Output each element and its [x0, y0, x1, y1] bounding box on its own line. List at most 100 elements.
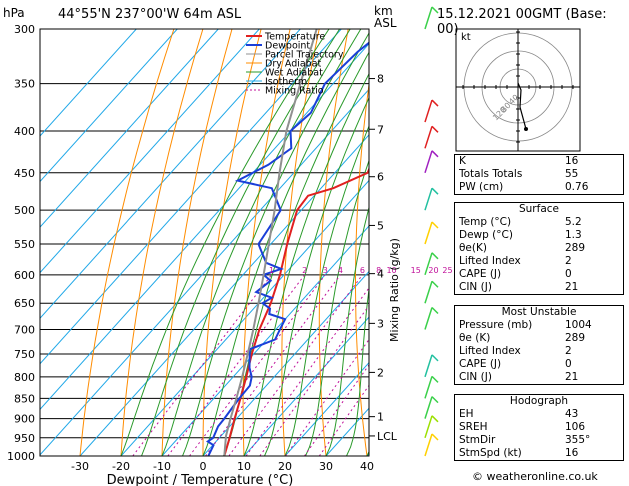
- isotherm-line: [40, 29, 178, 183]
- km-label: 5: [377, 219, 384, 232]
- index-label: θe (K): [459, 332, 491, 344]
- most-unstable-panel: Most Unstable Pressure (mb) 1004 θe (K) 28…: [454, 305, 624, 385]
- km-label: 3: [377, 317, 384, 330]
- mixing-ratio-label: 4: [338, 266, 343, 275]
- surface-row: θe(K) 289: [455, 242, 623, 255]
- temperature-tick-label: 40: [360, 460, 374, 473]
- wet-adiabat-line: [305, 159, 369, 456]
- surface-row: CIN (J) 21: [455, 281, 623, 294]
- wet-adiabat-line: [120, 29, 330, 456]
- index-label: Dewp (°C): [459, 229, 513, 241]
- mixing-ratio-axis-title: Mixing Ratio (g/kg): [388, 238, 401, 342]
- wet-adiabat-line: [264, 96, 369, 456]
- wind-barb: [424, 125, 439, 149]
- pressure-label: 850: [14, 392, 35, 405]
- surface-row: Temp (°C) 5.2: [455, 216, 623, 229]
- index-value: 21: [565, 281, 579, 293]
- wind-barb: [424, 221, 439, 245]
- index-label: StmDir: [459, 434, 496, 446]
- mixing-ratio-line: [245, 287, 369, 456]
- temperature-tick-label: -10: [153, 460, 171, 473]
- surface-title: Surface: [518, 203, 559, 215]
- index-value: 2: [565, 255, 572, 267]
- index-row: Totals Totals 55: [455, 168, 623, 181]
- hodograph-end-dot: [524, 127, 528, 131]
- mixing-ratio-label: 6: [360, 266, 365, 275]
- index-label: K: [459, 155, 466, 167]
- km-label: 1: [377, 411, 384, 424]
- mixing-ratio-line: [285, 338, 369, 456]
- mixing-ratio-line: [189, 274, 326, 456]
- wind-barb: [424, 396, 439, 419]
- wind-barb: [424, 99, 439, 123]
- wind-barb: [424, 187, 439, 211]
- index-row: PW (cm) 0.76: [455, 181, 623, 194]
- index-value: 355°: [565, 434, 591, 446]
- isotherm-line: [202, 270, 369, 456]
- hodograph-indices-panel: Hodograph EH 43 SREH 106 StmDir 355° StmSpd…: [454, 394, 624, 461]
- mixing-ratio-line: [205, 274, 341, 456]
- mixing-ratio-line: [259, 304, 369, 456]
- isotherm-line: [40, 29, 260, 274]
- wet-adiabat-line: [202, 32, 369, 456]
- legend-label: Temperature: [264, 32, 325, 43]
- index-label: StmSpd (kt): [459, 447, 522, 459]
- x-axis-title: Dewpoint / Temperature (°C): [107, 473, 294, 486]
- isotherm-line: [243, 316, 369, 456]
- km-label: 6: [377, 171, 384, 184]
- isotherm-line: [40, 29, 137, 137]
- index-value: 21: [565, 371, 579, 383]
- pressure-label: 350: [14, 78, 35, 91]
- pressure-label: 600: [14, 269, 35, 282]
- index-label: CAPE (J): [459, 358, 502, 370]
- index-label: Pressure (mb): [459, 319, 533, 331]
- wet-adiabat-line: [346, 285, 369, 456]
- mixing-ratio-line: [132, 274, 272, 456]
- legend-label: Dewpoint: [265, 41, 310, 52]
- dry-adiabat-line: [425, 29, 449, 456]
- index-value: 289: [565, 332, 586, 344]
- wet-adiabat-line: [325, 205, 369, 456]
- index-value: 106: [565, 421, 586, 433]
- parcel-trajectory-line: [223, 29, 318, 456]
- mu-row: CAPE (J) 0: [455, 358, 623, 371]
- index-label: CIN (J): [459, 371, 492, 383]
- wet-adiabat-line: [284, 124, 369, 456]
- index-value: 2: [565, 345, 572, 357]
- wet-adiabat-line: [243, 72, 369, 456]
- wet-adiabat-line: [182, 29, 362, 456]
- pressure-label: 450: [14, 167, 35, 180]
- index-value: 1004: [565, 319, 592, 331]
- pressure-label: 800: [14, 371, 35, 384]
- hodo-row: StmDir 355°: [455, 434, 623, 447]
- location-title: 44°55'N 237°00'W 64m ASL: [58, 7, 242, 22]
- index-value: 289: [565, 242, 586, 254]
- mixing-ratio-line: [228, 274, 363, 456]
- temperature-tick-label: 0: [200, 460, 207, 473]
- plot-border: [39, 28, 370, 457]
- dry-adiabat-line: [79, 29, 175, 456]
- pressure-label: 500: [14, 204, 35, 217]
- hodo-row: StmSpd (kt) 16: [455, 447, 623, 460]
- index-label: PW (cm): [459, 181, 504, 193]
- km-label: 8: [377, 73, 384, 86]
- mixing-ratio-label: 10: [386, 266, 396, 275]
- hpa-unit: hPa: [3, 6, 25, 20]
- hodograph-trace: [517, 82, 527, 130]
- mixing-ratio-label: 1: [269, 266, 274, 275]
- wind-barb: [424, 150, 439, 174]
- asl-unit: ASL: [374, 16, 397, 30]
- temperature-tick-label: 10: [237, 460, 251, 473]
- isotherm-line: [161, 225, 369, 456]
- index-label: Lifted Index: [459, 345, 521, 357]
- index-value: 0: [565, 268, 572, 280]
- wet-adiabat-line: [141, 29, 341, 456]
- wet-adiabat-line: [366, 450, 369, 456]
- index-value: 43: [565, 408, 579, 420]
- index-label: θe(K): [459, 242, 487, 254]
- dry-adiabat-line: [202, 29, 262, 456]
- legend-label: Wet Adiabat: [265, 68, 323, 79]
- temperature-tick-label: -30: [71, 460, 89, 473]
- dry-adiabat-line: [161, 29, 233, 456]
